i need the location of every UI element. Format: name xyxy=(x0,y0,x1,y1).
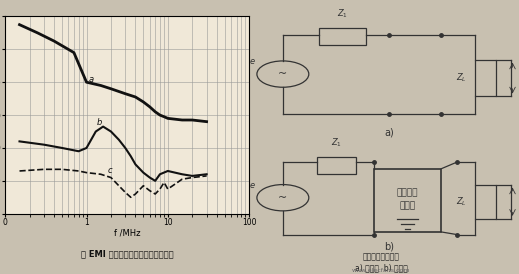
Text: b): b) xyxy=(384,242,394,252)
Text: a: a xyxy=(88,75,93,84)
Text: e: e xyxy=(249,57,254,66)
Text: www.elecfans.com: www.elecfans.com xyxy=(352,268,411,273)
Text: c: c xyxy=(107,165,112,175)
Text: b: b xyxy=(97,118,102,127)
Text: ~: ~ xyxy=(278,193,288,203)
Bar xyxy=(319,28,366,45)
Text: 加 EMI 滤波器前、后干扰波形的比较: 加 EMI 滤波器前、后干扰波形的比较 xyxy=(81,249,173,258)
Text: a) 插入前  b) 插入后: a) 插入前 b) 插入后 xyxy=(355,263,408,272)
Text: $Z_L$: $Z_L$ xyxy=(456,195,467,208)
Text: $Z_1$: $Z_1$ xyxy=(331,136,342,149)
Bar xyxy=(374,169,441,232)
Text: $Z_L$: $Z_L$ xyxy=(456,72,467,84)
Text: ~: ~ xyxy=(278,69,288,79)
Bar xyxy=(475,60,496,96)
Text: a): a) xyxy=(385,127,394,137)
Text: 滤波器: 滤波器 xyxy=(399,201,416,210)
Text: e: e xyxy=(249,181,254,190)
Text: $Z_1$: $Z_1$ xyxy=(337,8,348,20)
Bar xyxy=(475,185,496,219)
Text: 电磁干扰: 电磁干扰 xyxy=(397,188,418,197)
X-axis label: f /MHz: f /MHz xyxy=(114,228,141,237)
Bar xyxy=(317,157,356,174)
Text: 测试用测试的电路: 测试用测试的电路 xyxy=(363,252,400,261)
